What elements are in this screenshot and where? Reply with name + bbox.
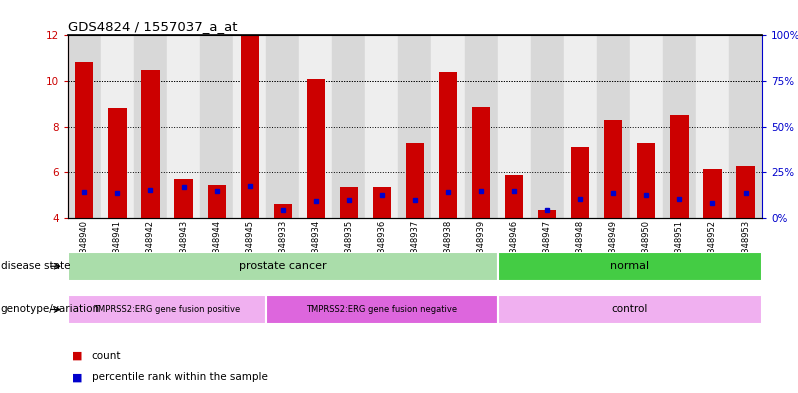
Text: TMPRSS2:ERG gene fusion negative: TMPRSS2:ERG gene fusion negative: [306, 305, 457, 314]
Text: percentile rank within the sample: percentile rank within the sample: [92, 372, 267, 382]
Bar: [563, 35, 597, 218]
Bar: [498, 252, 762, 281]
Bar: [670, 115, 689, 218]
Bar: [141, 70, 160, 218]
Text: ■: ■: [72, 372, 82, 382]
Bar: [167, 35, 200, 218]
Bar: [531, 35, 563, 218]
Text: control: control: [611, 305, 648, 314]
Bar: [597, 35, 630, 218]
Bar: [175, 179, 192, 218]
Text: TMPRSS2:ERG gene fusion positive: TMPRSS2:ERG gene fusion positive: [93, 305, 241, 314]
Bar: [340, 187, 358, 218]
Bar: [638, 143, 655, 218]
Bar: [332, 35, 365, 218]
Bar: [207, 185, 226, 218]
Bar: [365, 35, 398, 218]
Bar: [240, 35, 259, 218]
Bar: [68, 35, 101, 218]
Bar: [109, 108, 127, 218]
Bar: [538, 210, 556, 218]
Bar: [406, 143, 424, 218]
Bar: [630, 35, 663, 218]
Bar: [571, 147, 590, 218]
Text: prostate cancer: prostate cancer: [239, 261, 326, 271]
Bar: [68, 252, 498, 281]
Bar: [299, 35, 332, 218]
Bar: [200, 35, 233, 218]
Bar: [505, 175, 523, 218]
Bar: [75, 62, 93, 218]
Bar: [274, 204, 292, 218]
Bar: [464, 35, 498, 218]
Bar: [101, 35, 134, 218]
Bar: [696, 35, 729, 218]
Text: normal: normal: [610, 261, 650, 271]
Bar: [498, 35, 531, 218]
Bar: [134, 35, 167, 218]
Text: disease state: disease state: [1, 261, 70, 271]
Bar: [472, 107, 490, 218]
Bar: [663, 35, 696, 218]
Bar: [267, 295, 498, 324]
Bar: [267, 35, 299, 218]
Bar: [604, 120, 622, 218]
Bar: [432, 35, 464, 218]
Bar: [737, 165, 755, 218]
Bar: [498, 295, 762, 324]
Bar: [68, 295, 267, 324]
Bar: [398, 35, 432, 218]
Bar: [306, 79, 325, 218]
Bar: [729, 35, 762, 218]
Bar: [233, 35, 267, 218]
Text: ■: ■: [72, 351, 82, 361]
Text: genotype/variation: genotype/variation: [1, 305, 100, 314]
Text: GDS4824 / 1557037_a_at: GDS4824 / 1557037_a_at: [68, 20, 237, 33]
Bar: [439, 72, 457, 218]
Text: count: count: [92, 351, 121, 361]
Bar: [373, 187, 391, 218]
Bar: [703, 169, 721, 218]
